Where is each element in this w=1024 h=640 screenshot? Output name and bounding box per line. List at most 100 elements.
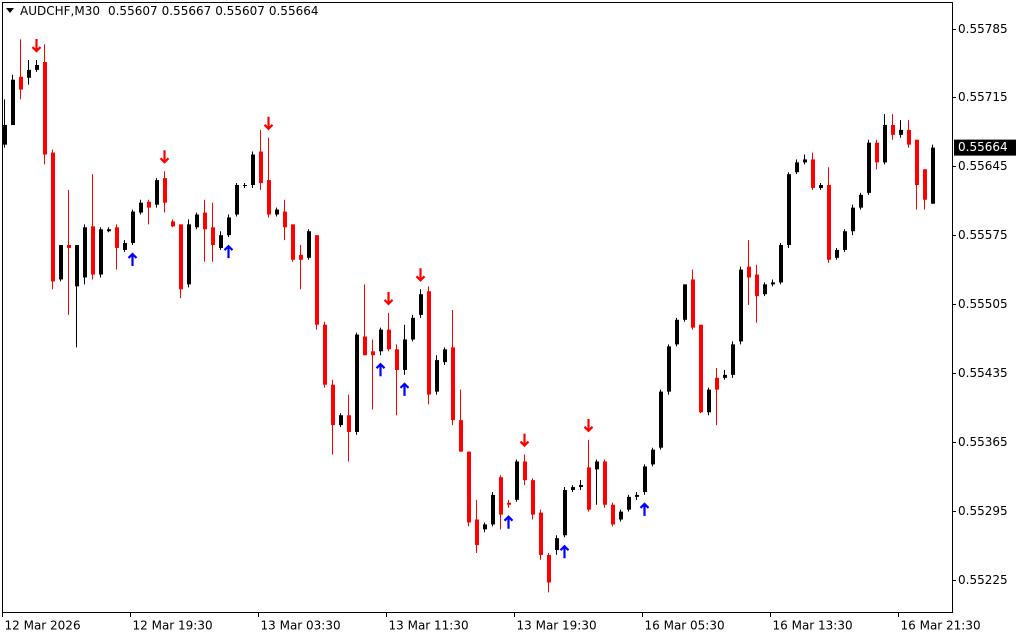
candle-body: [531, 480, 535, 515]
candle-body: [403, 339, 407, 370]
candle-body: [67, 245, 71, 248]
x-tick-label: 13 Mar 03:30: [261, 619, 341, 633]
candle-body: [107, 229, 111, 232]
candle-body: [195, 214, 199, 228]
sell-arrow: [159, 150, 170, 164]
candle-body: [627, 496, 631, 510]
candle-body: [491, 494, 495, 525]
candle-body: [219, 235, 223, 248]
candle-body: [275, 209, 279, 215]
candle-body: [427, 291, 431, 395]
candle-body: [803, 159, 807, 163]
candle-body: [819, 185, 823, 188]
candle-body: [139, 202, 143, 213]
candle-body: [131, 211, 135, 244]
y-tick-label: 0.55645: [958, 159, 1008, 173]
candle-body: [459, 420, 463, 452]
candle-body: [603, 461, 607, 505]
candle-body: [891, 124, 895, 135]
candle-body: [435, 360, 439, 392]
header-close: 0.55664: [269, 4, 319, 18]
candle-body: [211, 227, 215, 246]
sell-arrow: [519, 433, 530, 448]
candle-body: [371, 351, 375, 356]
candle-body: [155, 180, 159, 205]
candle-body: [763, 284, 767, 295]
candle-body: [11, 79, 15, 125]
candle-body: [331, 384, 335, 426]
plot-frame: [2, 2, 953, 613]
candle-body: [27, 69, 31, 78]
y-tick-label: 0.55575: [958, 228, 1008, 242]
x-tick-label: 13 Mar 19:30: [517, 619, 597, 633]
buy-arrow: [559, 544, 570, 559]
candle-body: [851, 207, 855, 232]
candle-body: [307, 231, 311, 258]
candle-body: [467, 451, 471, 523]
candle-body: [499, 477, 503, 515]
candle-body: [691, 279, 695, 328]
header-low: 0.55607: [215, 4, 265, 18]
y-tick-label: 0.55785: [958, 22, 1008, 36]
candle-body: [91, 226, 95, 275]
candle-body: [507, 502, 511, 505]
candle-body: [75, 245, 79, 287]
candle-body: [339, 415, 343, 426]
y-tick-label: 0.55505: [958, 297, 1008, 311]
candle-body: [651, 449, 655, 465]
candle-body: [227, 217, 231, 236]
candle-body: [731, 344, 735, 375]
x-tick-label: 12 Mar 19:30: [133, 619, 213, 633]
candle-body: [843, 231, 847, 250]
candle-body: [83, 227, 87, 278]
candle-body: [563, 490, 567, 536]
candle-body: [555, 538, 559, 551]
candle-body: [835, 249, 839, 258]
candle-body: [707, 389, 711, 413]
candle-body: [715, 377, 719, 390]
header-open: 0.55607: [108, 4, 158, 18]
candle-body: [859, 194, 863, 208]
sell-arrow: [263, 116, 274, 131]
y-tick-label: 0.55365: [958, 435, 1008, 449]
candle-body: [59, 245, 63, 280]
candle-body: [451, 347, 455, 421]
candle-body: [883, 124, 887, 163]
candle-body: [699, 324, 703, 413]
candle-body: [675, 319, 679, 345]
candle-body: [611, 504, 615, 525]
candle-body: [795, 162, 799, 173]
candle-body: [923, 169, 927, 200]
candle-body: [187, 224, 191, 285]
candle-body: [723, 374, 727, 378]
candle-body: [755, 274, 759, 297]
candle-body: [571, 487, 575, 490]
x-tick-label: 16 Mar 05:30: [645, 619, 725, 633]
x-tick-label: 16 Mar 13:30: [773, 619, 853, 633]
menu-triangle[interactable]: [6, 8, 14, 13]
candle-body: [875, 142, 879, 163]
candle-body: [171, 221, 175, 227]
candle-body: [251, 154, 255, 185]
candle-body: [867, 142, 871, 193]
candle-body: [539, 512, 543, 555]
candle-body: [291, 224, 295, 260]
candle-body: [35, 64, 39, 70]
candle-body: [299, 254, 303, 260]
candle-body: [43, 62, 47, 155]
buy-arrow: [127, 252, 138, 267]
candle-body: [323, 324, 327, 385]
header-high: 0.55667: [162, 4, 212, 18]
candle-body: [363, 336, 367, 356]
candle-body: [811, 159, 815, 188]
candle-body: [827, 185, 831, 260]
candle-body: [3, 124, 7, 145]
candle-body: [667, 346, 671, 392]
buy-arrow: [639, 502, 650, 516]
candle-body: [19, 76, 23, 90]
candle-body: [899, 129, 903, 135]
candle-body: [915, 139, 919, 185]
candle-body: [283, 211, 287, 228]
candle-body: [619, 511, 623, 520]
last-price-tag: [954, 139, 1016, 156]
